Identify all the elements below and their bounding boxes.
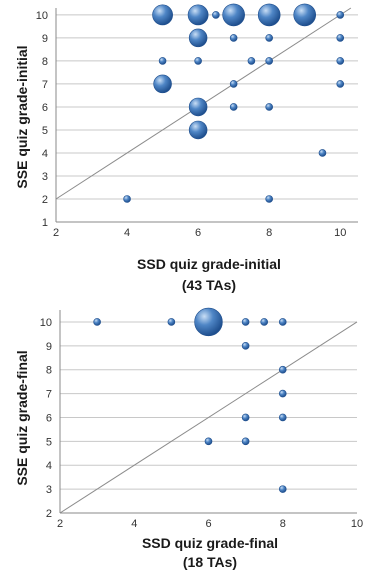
data-point [158, 57, 167, 65]
data-point [265, 195, 273, 203]
y-axis-label: SSE quiz grade-initial [14, 45, 30, 188]
data-point [336, 57, 345, 65]
y-tick-label: 4 [42, 148, 48, 160]
x-tick-label: 10 [334, 227, 346, 239]
data-point [187, 4, 209, 26]
x-tick-label: 8 [266, 227, 272, 239]
data-point [265, 57, 273, 65]
x-tick-label: 10 [351, 518, 363, 530]
data-point [278, 318, 287, 326]
x-axis-label: SSD quiz grade-final [142, 535, 278, 551]
data-point [278, 389, 287, 398]
x-axis-sublabel: (43 TAs) [182, 277, 236, 293]
x-tick-label: 8 [280, 518, 286, 530]
data-point [152, 4, 173, 26]
data-point [241, 413, 250, 422]
x-tick-label: 4 [124, 227, 130, 239]
data-point [188, 97, 208, 117]
data-point [247, 57, 256, 65]
y-tick-label: 9 [42, 33, 48, 45]
data-point [188, 28, 208, 48]
data-point [153, 74, 172, 94]
data-point [212, 11, 220, 19]
x-tick-label: 2 [57, 518, 63, 530]
data-point [194, 307, 223, 337]
y-tick-label: 10 [40, 317, 52, 329]
y-tick-label: 4 [46, 460, 52, 472]
data-point [260, 318, 268, 326]
y-tick-label: 7 [46, 389, 52, 401]
y-tick-label: 2 [42, 194, 48, 206]
data-point [336, 34, 345, 42]
y-axis-label: SSE quiz grade-final [14, 350, 30, 485]
data-point [194, 57, 202, 65]
data-point [336, 80, 345, 88]
reference-line [59, 321, 358, 514]
y-tick-label: 5 [46, 436, 52, 448]
data-point [241, 318, 250, 326]
data-point [293, 3, 317, 27]
data-point [229, 103, 238, 111]
data-point [257, 3, 281, 27]
data-point [265, 103, 273, 111]
y-tick-label: 6 [42, 102, 48, 114]
data-point [167, 318, 176, 326]
x-tick-label: 2 [53, 227, 59, 239]
y-tick-label: 2 [46, 508, 52, 520]
bubble-chart-final: 2 4 6 8 10 2 3 4 5 6 7 8 9 10 SSD quiz grade-final (1… [14, 307, 363, 570]
y-tick-label: 10 [36, 10, 48, 22]
x-tick-label: 4 [131, 518, 137, 530]
data-point [265, 34, 273, 42]
data-point [229, 80, 238, 88]
x-axis-label: SSD quiz grade-initial [137, 256, 281, 272]
data-point [278, 413, 287, 422]
data-point [123, 195, 131, 203]
data-point [336, 11, 345, 19]
x-tick-label: 6 [195, 227, 201, 239]
x-axis-sublabel: (18 TAs) [183, 554, 237, 570]
data-point [278, 365, 287, 374]
data-point [93, 318, 101, 326]
data-point [229, 34, 238, 42]
y-tick-label: 8 [42, 56, 48, 68]
y-tick-label: 6 [46, 412, 52, 424]
y-tick-label: 8 [46, 365, 52, 377]
data-point [318, 149, 327, 157]
y-tick-label: 1 [42, 217, 48, 229]
data-point [222, 3, 245, 27]
y-tick-label: 3 [46, 484, 52, 496]
x-tick-label: 6 [205, 518, 211, 530]
data-point [278, 485, 287, 493]
data-point [188, 120, 208, 140]
y-tick-label: 3 [42, 171, 48, 183]
data-point [241, 437, 250, 446]
y-tick-label: 5 [42, 125, 48, 137]
y-tick-label: 9 [46, 341, 52, 353]
data-point [204, 437, 213, 446]
y-tick-label: 7 [42, 79, 48, 91]
data-point [241, 342, 250, 350]
